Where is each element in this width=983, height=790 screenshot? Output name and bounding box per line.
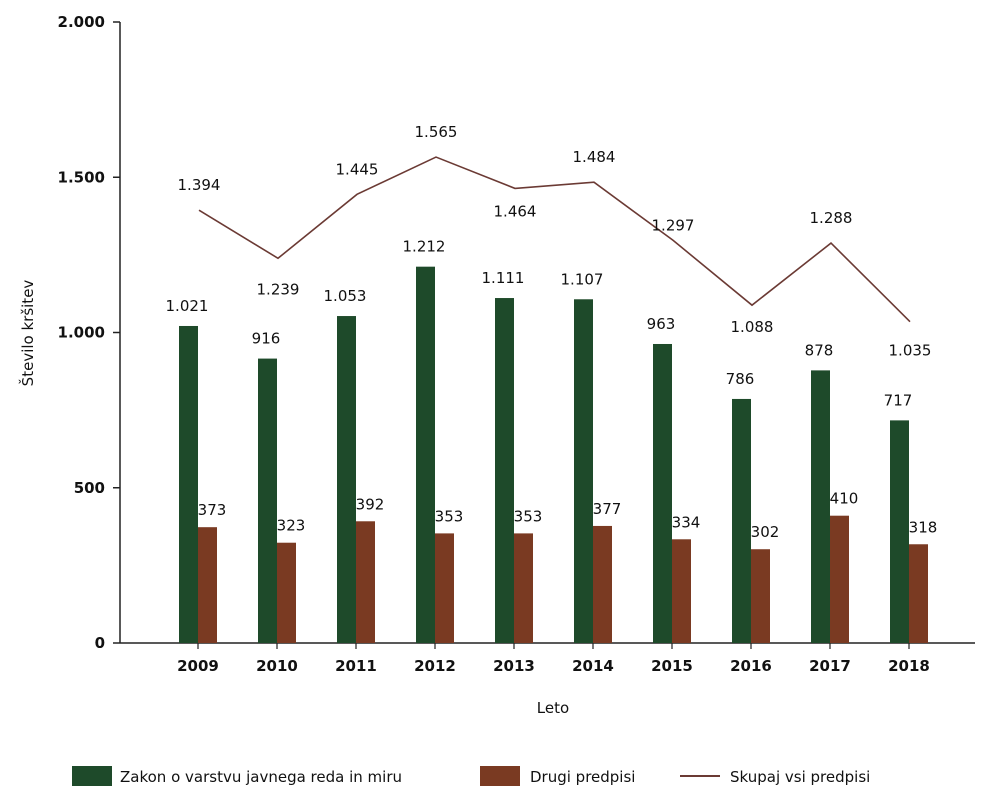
bar-drugi	[672, 539, 691, 643]
x-tick-label: 2018	[888, 657, 930, 675]
legend-swatch-drugi	[480, 766, 520, 786]
x-tick-label: 2015	[651, 657, 693, 675]
label-drugi: 410	[830, 490, 859, 508]
label-drugi: 353	[435, 507, 464, 525]
label-skupaj: 1.297	[652, 216, 695, 234]
label-skupaj: 1.239	[257, 280, 300, 298]
bar-zakon	[732, 398, 751, 643]
y-tick-label: 2.000	[58, 13, 105, 31]
x-tick-label: 2013	[493, 657, 535, 675]
legend-label-drugi: Drugi predpisi	[530, 768, 635, 786]
label-skupaj: 1.445	[336, 160, 379, 178]
label-zakon: 963	[647, 315, 676, 333]
bar-zakon	[337, 316, 356, 643]
bar-zakon	[258, 358, 277, 643]
bar-zakon	[653, 343, 672, 643]
y-ticks: 0 500 1.000 1.500 2.000	[58, 13, 120, 652]
bar-drugi	[909, 544, 928, 643]
legend-label-skupaj: Skupaj vsi predpisi	[730, 768, 870, 786]
line-skupaj	[198, 156, 911, 323]
label-skupaj: 1.394	[178, 176, 221, 194]
label-zakon: 786	[726, 370, 755, 388]
x-ticks: 2009 2010 2011 2012 2013 2014 2015 2016 2017 2018	[177, 643, 930, 675]
legend-swatch-zakon	[72, 766, 112, 786]
label-drugi: 334	[672, 513, 701, 531]
bar-drugi	[514, 533, 533, 643]
label-zakon: 717	[884, 391, 913, 409]
bar-drugi	[435, 533, 454, 643]
x-tick-label: 2011	[335, 657, 377, 675]
label-drugi: 373	[198, 501, 227, 519]
label-drugi: 318	[909, 518, 938, 536]
x-tick-label: 2017	[809, 657, 851, 675]
x-tick-label: 2009	[177, 657, 219, 675]
label-zakon: 1.053	[324, 287, 367, 305]
y-axis-title: Število kršitev	[18, 280, 37, 387]
bar-drugi	[830, 515, 849, 643]
bar-drugi	[277, 542, 296, 643]
label-zakon: 1.212	[403, 238, 446, 256]
bar-zakon	[574, 299, 593, 643]
x-tick-label: 2012	[414, 657, 456, 675]
legend: Zakon o varstvu javnega reda in miru Drug…	[72, 766, 870, 786]
label-drugi: 302	[751, 523, 780, 541]
y-tick-label: 500	[74, 479, 105, 497]
bar-zakon	[495, 298, 514, 643]
label-skupaj: 1.288	[810, 209, 853, 227]
label-drugi: 323	[277, 517, 306, 535]
label-drugi: 353	[514, 507, 543, 525]
x-tick-label: 2016	[730, 657, 772, 675]
label-zakon: 916	[252, 330, 281, 348]
bar-drugi	[751, 549, 770, 643]
bar-drugi	[593, 525, 612, 643]
y-tick-label: 1.000	[58, 324, 105, 342]
label-zakon: 1.107	[561, 270, 604, 288]
x-tick-label: 2014	[572, 657, 614, 675]
bar-drugi	[356, 521, 375, 643]
bars	[179, 266, 928, 643]
label-zakon: 1.111	[482, 269, 525, 287]
label-skupaj: 1.464	[494, 202, 537, 220]
y-tick-label: 0	[95, 634, 105, 652]
x-axis-title: Leto	[537, 699, 569, 717]
y-tick-label: 1.500	[58, 168, 105, 186]
label-skupaj: 1.565	[415, 123, 458, 141]
label-drugi: 392	[356, 495, 385, 513]
bar-zakon	[890, 420, 909, 643]
label-zakon: 1.021	[166, 297, 209, 315]
label-skupaj: 1.484	[573, 148, 616, 166]
legend-label-zakon: Zakon o varstvu javnega reda in miru	[120, 768, 402, 786]
line-series	[198, 156, 911, 323]
bar-drugi	[198, 527, 217, 643]
x-tick-label: 2010	[256, 657, 298, 675]
bar-zakon	[811, 370, 830, 643]
label-zakon: 878	[805, 341, 834, 359]
label-drugi: 377	[593, 500, 622, 518]
bar-zakon	[179, 325, 198, 643]
data-labels: 1.021 916 1.053 1.212 1.111 1.107 963 786 878 717…	[166, 123, 938, 541]
label-skupaj: 1.088	[731, 318, 774, 336]
bar-zakon	[416, 266, 435, 643]
label-skupaj: 1.035	[889, 342, 932, 360]
